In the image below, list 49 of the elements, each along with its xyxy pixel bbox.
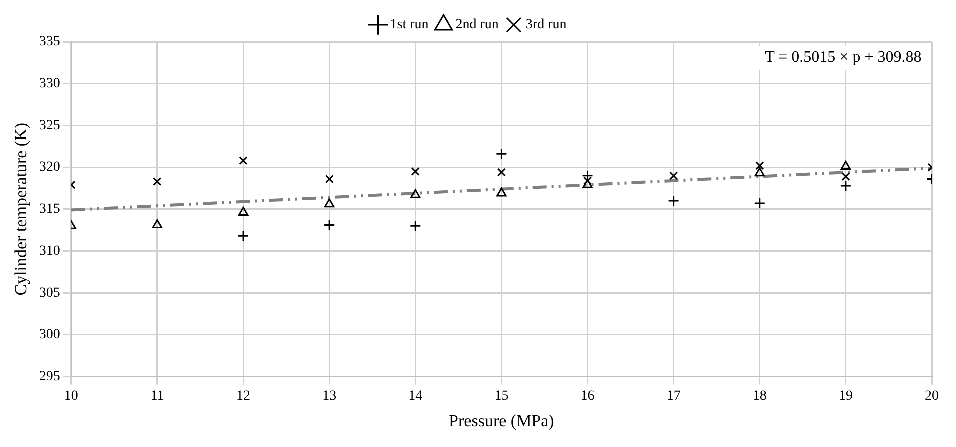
legend-label: 1st run bbox=[390, 18, 429, 33]
y-tick-label: 305 bbox=[39, 286, 60, 301]
x-tick-label: 12 bbox=[236, 388, 251, 404]
x-tick-label: 10 bbox=[64, 388, 78, 404]
annotation: T = 0.5015 × p + 309.88 bbox=[765, 49, 922, 66]
point bbox=[324, 198, 335, 208]
point bbox=[238, 230, 250, 242]
x-tick-label: 14 bbox=[408, 388, 423, 404]
point bbox=[668, 195, 680, 207]
x-tick-label: 18 bbox=[752, 388, 767, 404]
x-tick-label: 16 bbox=[580, 388, 595, 404]
x-tick-label: 20 bbox=[925, 388, 939, 404]
point bbox=[496, 188, 507, 197]
point bbox=[497, 168, 506, 177]
point bbox=[411, 167, 420, 176]
point bbox=[239, 156, 248, 166]
point bbox=[496, 148, 508, 160]
point bbox=[325, 174, 334, 184]
x-tick-label: 17 bbox=[666, 388, 681, 404]
point bbox=[238, 207, 249, 216]
x-tick-label: 15 bbox=[494, 388, 509, 404]
y-tick-label: 300 bbox=[39, 328, 60, 343]
x-tick-label: 13 bbox=[322, 388, 337, 404]
x-axis-title: Pressure (MPa) bbox=[449, 411, 554, 430]
x-tick-label: 19 bbox=[838, 388, 853, 404]
legend-label: 3rd run bbox=[526, 18, 567, 33]
y-tick-label: 335 bbox=[39, 34, 60, 50]
legend-label: 2nd run bbox=[456, 18, 499, 33]
y-tick-label: 330 bbox=[39, 76, 60, 92]
point bbox=[842, 172, 850, 182]
point bbox=[152, 220, 163, 229]
y-tick-label: 295 bbox=[39, 369, 60, 384]
point bbox=[756, 162, 764, 170]
point bbox=[410, 220, 422, 232]
point bbox=[410, 189, 421, 198]
y-axis-title: Cylinder temperature (K) bbox=[12, 123, 31, 296]
y-tick-label: 325 bbox=[39, 118, 60, 134]
x-tick-label: 11 bbox=[150, 388, 164, 404]
point bbox=[324, 220, 336, 232]
point bbox=[754, 198, 766, 210]
point bbox=[840, 180, 852, 192]
point bbox=[840, 160, 852, 170]
point bbox=[754, 168, 765, 177]
point bbox=[670, 172, 678, 180]
point bbox=[153, 177, 162, 186]
point bbox=[582, 179, 593, 188]
y-tick-label: 315 bbox=[39, 202, 60, 218]
y-tick-label: 320 bbox=[39, 160, 60, 176]
y-tick-label: 310 bbox=[39, 244, 60, 259]
